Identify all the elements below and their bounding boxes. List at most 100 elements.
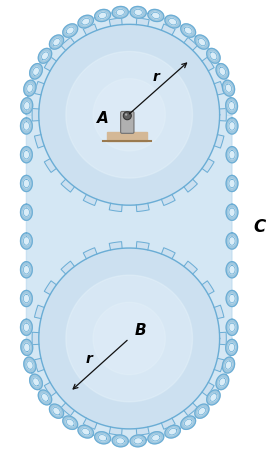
Polygon shape	[219, 67, 226, 76]
Polygon shape	[165, 15, 180, 28]
Polygon shape	[148, 432, 164, 444]
Polygon shape	[23, 122, 30, 130]
Polygon shape	[136, 242, 149, 250]
Polygon shape	[63, 416, 78, 430]
Polygon shape	[134, 438, 142, 444]
Polygon shape	[184, 38, 197, 50]
Polygon shape	[220, 109, 226, 121]
Polygon shape	[98, 435, 107, 441]
Polygon shape	[93, 79, 165, 151]
Polygon shape	[44, 382, 56, 396]
Polygon shape	[26, 12, 232, 441]
Polygon shape	[202, 382, 214, 396]
Polygon shape	[184, 27, 192, 34]
Polygon shape	[226, 319, 238, 335]
Circle shape	[123, 112, 131, 120]
Polygon shape	[98, 12, 107, 19]
Polygon shape	[214, 358, 224, 372]
Polygon shape	[34, 358, 44, 372]
Polygon shape	[152, 435, 160, 441]
Polygon shape	[210, 52, 217, 60]
Polygon shape	[33, 67, 39, 76]
Polygon shape	[222, 357, 235, 373]
Polygon shape	[38, 49, 52, 63]
Polygon shape	[20, 175, 32, 191]
Polygon shape	[24, 102, 30, 110]
Polygon shape	[20, 319, 32, 335]
Polygon shape	[229, 208, 235, 217]
Polygon shape	[41, 52, 48, 60]
Polygon shape	[24, 80, 36, 96]
Polygon shape	[20, 147, 32, 163]
Polygon shape	[61, 403, 75, 416]
Polygon shape	[33, 378, 39, 386]
Polygon shape	[181, 416, 196, 429]
Polygon shape	[229, 266, 235, 274]
Polygon shape	[136, 203, 149, 212]
Polygon shape	[216, 64, 229, 79]
Polygon shape	[23, 179, 30, 188]
Polygon shape	[207, 49, 220, 63]
Polygon shape	[83, 248, 97, 259]
Polygon shape	[32, 109, 39, 121]
Polygon shape	[161, 24, 175, 35]
Polygon shape	[161, 418, 175, 429]
Polygon shape	[24, 343, 30, 352]
Polygon shape	[23, 151, 30, 159]
Polygon shape	[229, 179, 235, 188]
Polygon shape	[225, 84, 232, 93]
Polygon shape	[44, 281, 56, 294]
Polygon shape	[136, 427, 149, 435]
Polygon shape	[61, 38, 75, 50]
FancyBboxPatch shape	[121, 111, 134, 133]
Polygon shape	[202, 281, 214, 294]
Polygon shape	[130, 6, 146, 18]
Polygon shape	[66, 275, 193, 402]
Polygon shape	[229, 151, 235, 159]
Polygon shape	[229, 102, 235, 110]
Polygon shape	[112, 435, 128, 447]
Polygon shape	[214, 135, 224, 148]
Polygon shape	[226, 339, 238, 355]
Polygon shape	[220, 332, 226, 345]
Polygon shape	[195, 35, 209, 49]
Polygon shape	[53, 38, 60, 46]
Polygon shape	[32, 332, 39, 345]
Polygon shape	[66, 27, 74, 34]
Polygon shape	[226, 118, 238, 134]
Polygon shape	[222, 80, 235, 96]
Polygon shape	[226, 290, 238, 306]
Polygon shape	[214, 305, 224, 319]
Polygon shape	[30, 374, 43, 390]
Polygon shape	[195, 404, 209, 418]
Polygon shape	[116, 438, 125, 444]
Polygon shape	[184, 419, 192, 426]
Polygon shape	[136, 18, 149, 26]
Polygon shape	[169, 18, 177, 25]
Polygon shape	[202, 57, 214, 71]
Polygon shape	[93, 302, 165, 375]
Polygon shape	[130, 435, 146, 447]
Polygon shape	[23, 323, 30, 332]
Circle shape	[125, 114, 127, 116]
Text: r: r	[153, 70, 159, 84]
Polygon shape	[44, 57, 56, 71]
Polygon shape	[63, 24, 78, 37]
Polygon shape	[112, 6, 128, 18]
Polygon shape	[44, 158, 56, 172]
Polygon shape	[83, 195, 97, 206]
Polygon shape	[20, 290, 32, 306]
Polygon shape	[210, 393, 217, 401]
Polygon shape	[109, 427, 122, 435]
Polygon shape	[83, 24, 97, 35]
Polygon shape	[38, 390, 52, 405]
Polygon shape	[95, 10, 111, 22]
Polygon shape	[202, 158, 214, 172]
Polygon shape	[116, 9, 125, 16]
Polygon shape	[198, 408, 206, 415]
Polygon shape	[226, 98, 238, 114]
Polygon shape	[21, 98, 33, 114]
Text: A: A	[97, 111, 108, 126]
Polygon shape	[66, 51, 193, 178]
Polygon shape	[61, 179, 75, 192]
